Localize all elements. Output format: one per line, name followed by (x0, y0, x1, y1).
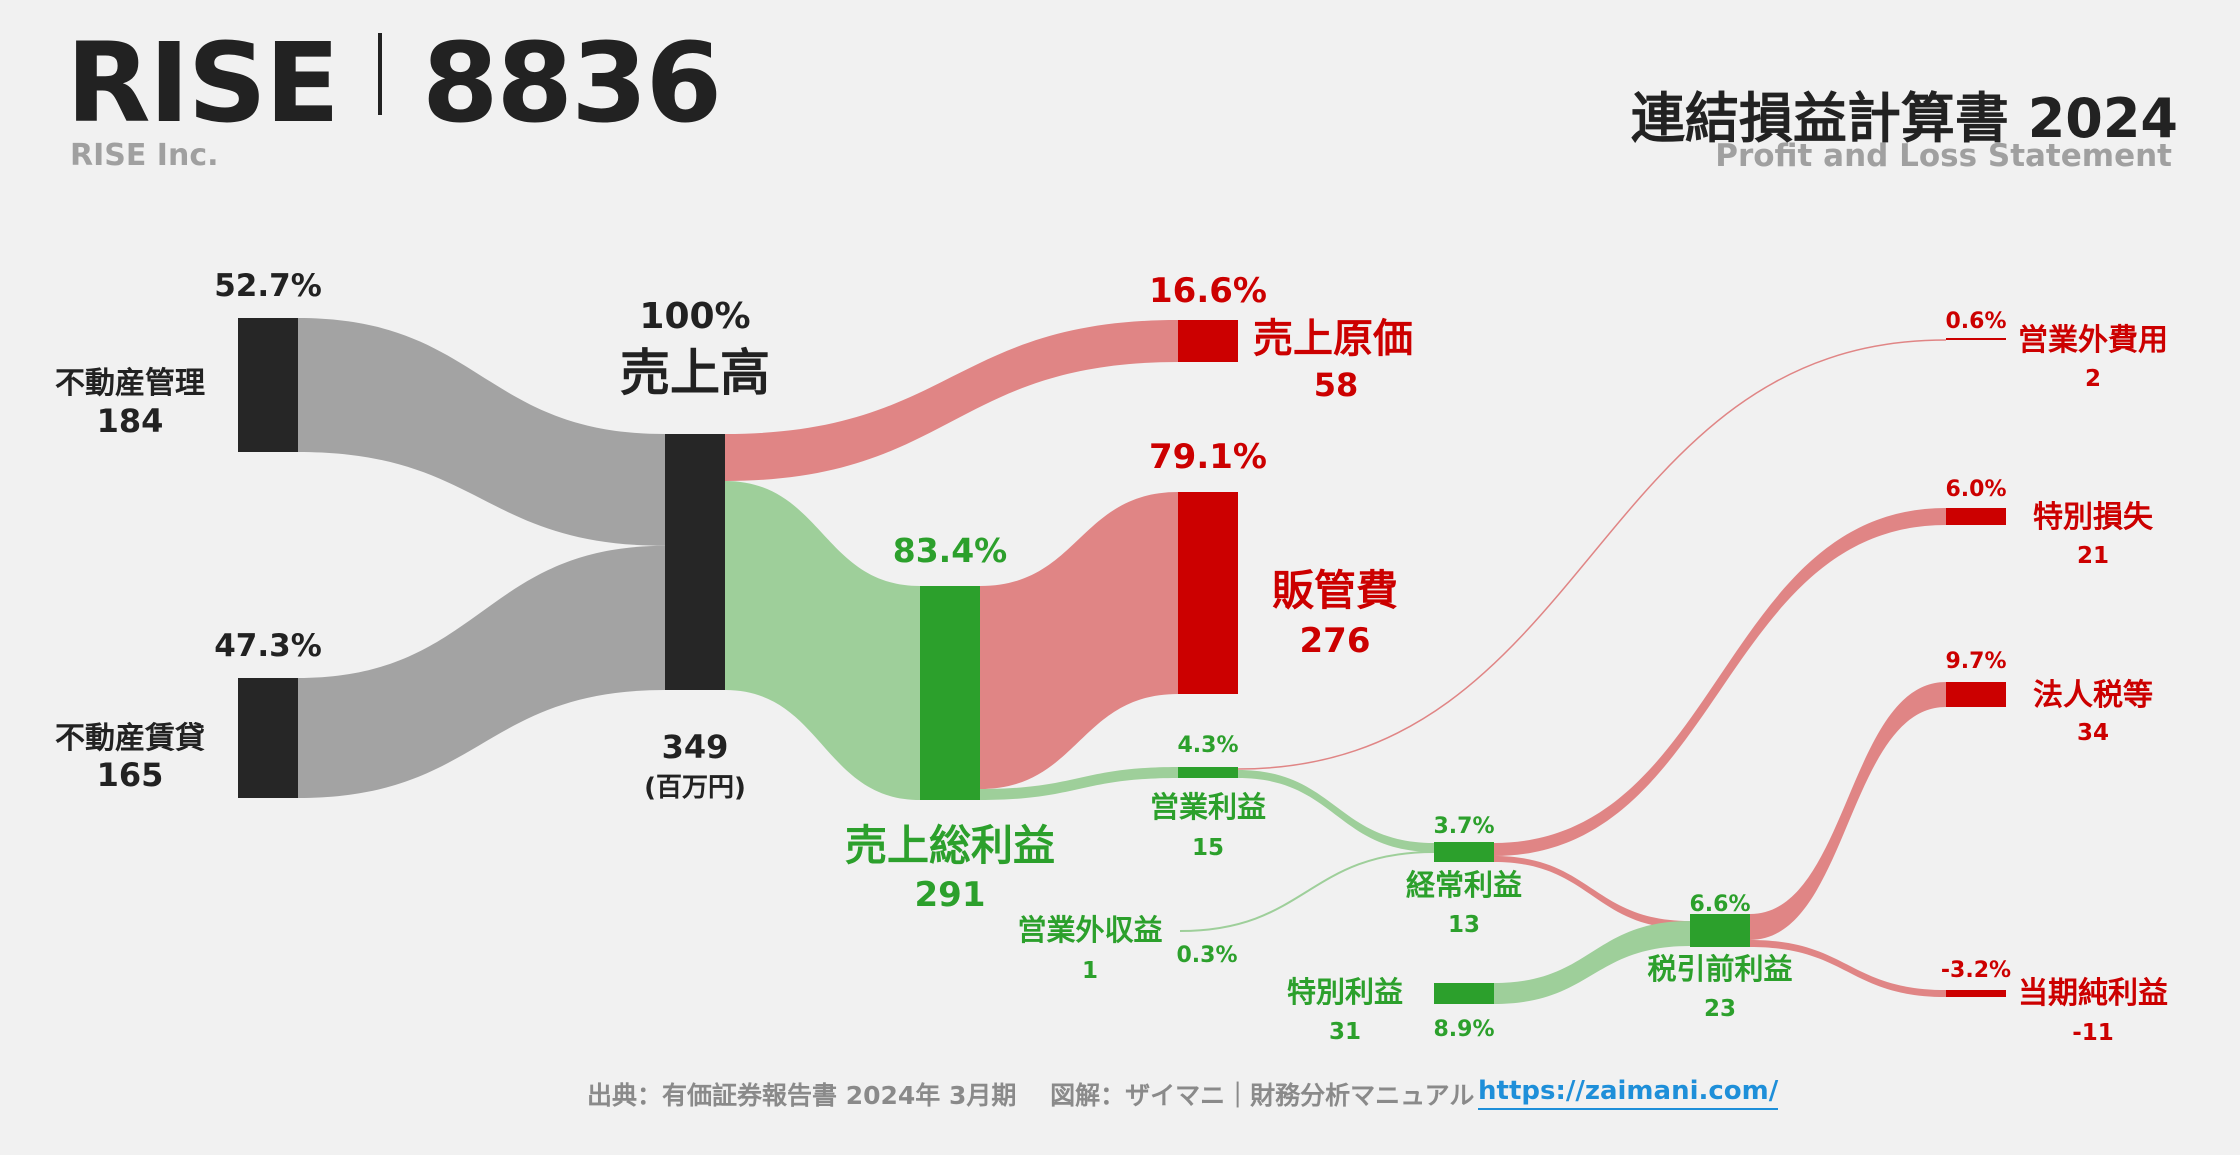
value-label-nonopincome: 1 (1082, 958, 1098, 984)
node-bar-nonopexpense (1946, 338, 2006, 340)
name-label-grossprofit: 売上総利益 (845, 821, 1055, 870)
node-bar-tax (1946, 682, 2006, 707)
flow-op-ordinary (1238, 770, 1434, 852)
pct-label-nonopexpense: 0.6% (1945, 309, 2006, 334)
pct-label-extloss: 6.0% (1945, 477, 2006, 502)
value-label-op: 15 (1192, 835, 1224, 861)
flow-revenue-grossprofit (725, 481, 920, 800)
node-bar-ordinary (1434, 842, 1494, 862)
value-label-mgmt: 184 (97, 402, 164, 440)
pct-label-extgain: 8.9% (1433, 1017, 1494, 1042)
name-label-net: 当期純利益 (2018, 976, 2168, 1011)
node-bar-cogs (1178, 320, 1238, 362)
flow-grossprofit-op (980, 767, 1178, 800)
node-bar-mgmt (238, 318, 298, 452)
name-label-sga: 販管費 (1272, 566, 1398, 615)
pct-label-lease: 47.3% (214, 628, 322, 664)
pct-label-sga: 79.1% (1149, 437, 1267, 477)
pct-label-revenue: 100% (639, 296, 750, 337)
ticker-heading: RISE 8836 (66, 28, 722, 138)
pct-label-cogs: 16.6% (1149, 271, 1267, 311)
name-label-extgain: 特別利益 (1287, 975, 1403, 1009)
name-label-nonopexpense: 営業外費用 (2018, 323, 2168, 358)
node-bar-extloss (1946, 508, 2006, 525)
value-label-ordinary: 13 (1448, 912, 1480, 938)
flow-revenue-cogs (725, 320, 1178, 481)
footer-link[interactable]: https://zaimani.com/ (1478, 1076, 1779, 1110)
value-label-cogs: 58 (1314, 366, 1359, 404)
ticker-symbol: RISE (66, 19, 340, 147)
pct-label-net: -3.2% (1941, 958, 2011, 983)
pct-label-mgmt: 52.7% (214, 268, 322, 304)
pct-label-op: 4.3% (1177, 733, 1238, 758)
value-label-grossprofit: 291 (915, 875, 986, 915)
flow-op-nonopexpense (1237, 339, 1947, 770)
ticker-code: 8836 (422, 19, 722, 147)
name-label-nonopincome: 営業外収益 (1017, 913, 1162, 947)
pct-label-grossprofit: 83.4% (893, 531, 1008, 570)
unit-label: (百万円) (644, 773, 746, 803)
value-label-lease: 165 (97, 756, 164, 794)
name-label-lease: 不動産賃貸 (55, 721, 205, 756)
footer-source: 出典：有価証券報告書 2024年 3月期 図解：ザイマニ｜財務分析マニュアル (587, 1081, 1475, 1110)
flow-extgain-pretax (1494, 921, 1690, 1004)
value-label-tax: 34 (2077, 720, 2109, 746)
name-label-extloss: 特別損失 (2033, 500, 2154, 535)
value-label-extgain: 31 (1329, 1019, 1361, 1045)
node-bar-pretax (1690, 914, 1750, 947)
statement-title: 連結損益計算書 2024 (1630, 87, 2178, 150)
flow-nonopincome-ordinary (1179, 851, 1435, 932)
name-label-op: 営業利益 (1150, 790, 1266, 824)
pct-label-tax: 9.7% (1945, 649, 2006, 674)
value-label-net: -11 (2072, 1020, 2114, 1046)
node-bar-op (1178, 767, 1238, 778)
node-bar-net (1946, 990, 2006, 997)
name-label-cogs: 売上原価 (1253, 316, 1413, 362)
flow-pretax-tax (1750, 682, 1946, 940)
pct-label-pretax: 6.6% (1689, 892, 1750, 917)
name-label-mgmt: 不動産管理 (55, 366, 205, 401)
value-label-extloss: 21 (2077, 543, 2109, 569)
pct-label-ordinary: 3.7% (1433, 814, 1494, 839)
node-bar-revenue (665, 434, 725, 690)
pct-label-nonopincome: 0.3% (1176, 943, 1237, 968)
node-bar-sga (1178, 492, 1238, 694)
name-label-ordinary: 経常利益 (1406, 868, 1522, 902)
flow-ordinary-pretax (1494, 856, 1690, 929)
node-bar-grossprofit (920, 586, 980, 800)
statement-subtitle: Profit and Loss Statement (1715, 138, 2172, 174)
flow-lease-revenue (298, 545, 665, 798)
value-label-nonopexpense: 2 (2085, 366, 2101, 392)
flow-ordinary-extloss (1494, 508, 1946, 856)
value-label-revenue: 349 (662, 728, 729, 766)
node-bar-extgain (1434, 983, 1494, 1004)
flow-mgmt-revenue (298, 318, 665, 546)
name-label-revenue: 売上高 (620, 344, 770, 402)
value-label-pretax: 23 (1704, 996, 1736, 1022)
company-name: RISE Inc. (70, 138, 219, 173)
name-label-pretax: 税引前利益 (1647, 952, 1792, 986)
flow-pretax-net (1750, 940, 1946, 997)
ticker-divider (378, 33, 382, 115)
node-bar-lease (238, 678, 298, 798)
name-label-tax: 法人税等 (2033, 678, 2153, 713)
flow-grossprofit-sga (980, 492, 1178, 789)
value-label-sga: 276 (1300, 621, 1371, 661)
